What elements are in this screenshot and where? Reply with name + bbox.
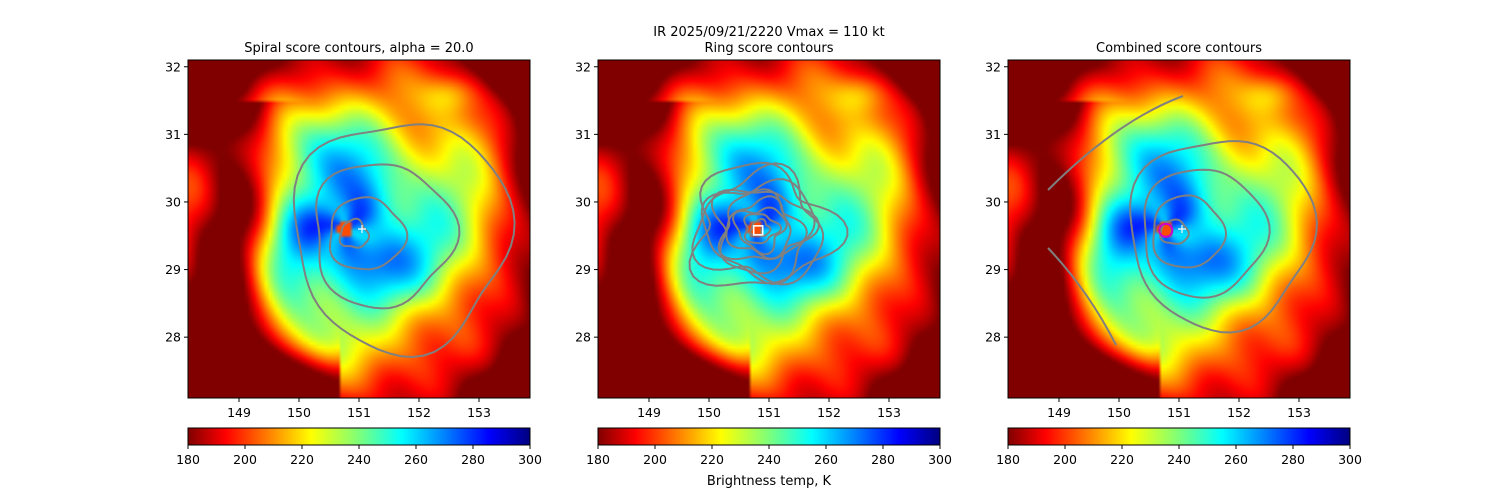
y-tick-label: 28 bbox=[575, 330, 591, 345]
panel-title: Spiral score contours, alpha = 20.0 bbox=[244, 41, 473, 56]
contour-line bbox=[1047, 247, 1117, 346]
colorbar-tick-label: 260 bbox=[404, 452, 428, 467]
x-tick-label: 152 bbox=[817, 405, 841, 420]
colorbar-tick-label: 300 bbox=[1338, 452, 1362, 467]
panel-title: Combined score contours bbox=[1096, 41, 1262, 56]
contour-line bbox=[717, 188, 808, 261]
y-tick-label: 29 bbox=[165, 262, 181, 277]
x-tick-label: 153 bbox=[467, 405, 491, 420]
x-tick-label: 151 bbox=[757, 405, 781, 420]
y-tick-label: 30 bbox=[985, 194, 1001, 209]
colorbar-tick-label: 280 bbox=[461, 452, 485, 467]
colorbar-tick-label: 240 bbox=[757, 452, 781, 467]
y-tick-label: 28 bbox=[985, 330, 1001, 345]
x-tick-label: 152 bbox=[1227, 405, 1251, 420]
panel-spiral: Spiral score contours, alpha = 20.0 149 15… bbox=[165, 41, 542, 467]
x-tick-label: 153 bbox=[877, 405, 901, 420]
colorbar-tick-label: 280 bbox=[871, 452, 895, 467]
contour-line bbox=[338, 217, 371, 249]
x-tick-label: 149 bbox=[637, 405, 661, 420]
score-contours bbox=[1047, 95, 1318, 346]
y-tick-label: 31 bbox=[575, 127, 591, 142]
panel-ring: Ring score contours 149 150 151 152 153 28 29 30… bbox=[575, 41, 952, 467]
center-marker-square bbox=[752, 225, 764, 236]
y-tick-label: 32 bbox=[165, 59, 181, 74]
contour-line bbox=[731, 206, 788, 256]
y-tick-label: 32 bbox=[985, 59, 1001, 74]
x-tick-label: 149 bbox=[227, 405, 251, 420]
y-tick-label: 31 bbox=[985, 127, 1001, 142]
colorbar-tick-label: 240 bbox=[347, 452, 371, 467]
panel-combined: Combined score contours 149 150 151 152 153 28… bbox=[985, 41, 1362, 467]
colorbar-tick-label: 300 bbox=[928, 452, 952, 467]
x-tick-label: 151 bbox=[347, 405, 371, 420]
y-tick-label: 29 bbox=[985, 262, 1001, 277]
colorbar-tick-label: 300 bbox=[518, 452, 542, 467]
score-contours bbox=[292, 123, 516, 359]
y-tick-label: 32 bbox=[575, 59, 591, 74]
contour-line bbox=[1129, 140, 1318, 334]
x-tick-label: 151 bbox=[1167, 405, 1191, 420]
colorbar-tick-label: 200 bbox=[643, 452, 667, 467]
best-track-plus-marker bbox=[1178, 225, 1186, 233]
contour-line bbox=[1159, 218, 1190, 245]
colorbar-label: Brightness temp, K bbox=[707, 474, 832, 489]
colorbar-tick-label: 280 bbox=[1281, 452, 1305, 467]
x-tick-label: 153 bbox=[1287, 405, 1311, 420]
contour-line bbox=[688, 161, 849, 287]
x-tick-label: 149 bbox=[1047, 405, 1071, 420]
colorbar bbox=[597, 427, 941, 446]
figure-suptitle: IR 2025/09/21/2220 Vmax = 110 kt bbox=[653, 25, 884, 40]
colorbar-tick-label: 180 bbox=[996, 452, 1020, 467]
colorbar-tick-label: 220 bbox=[700, 452, 724, 467]
x-tick-label: 150 bbox=[287, 405, 311, 420]
contour-line bbox=[1152, 194, 1228, 269]
contour-line bbox=[743, 213, 783, 245]
y-tick-label: 30 bbox=[575, 194, 591, 209]
brightness-temp-heatmap bbox=[598, 60, 940, 398]
x-tick-label: 150 bbox=[697, 405, 721, 420]
colorbar-tick-label: 220 bbox=[290, 452, 314, 467]
colorbar-tick-label: 180 bbox=[176, 452, 200, 467]
colorbar-tick-label: 200 bbox=[233, 452, 257, 467]
best-track-plus-marker bbox=[358, 225, 366, 233]
x-tick-label: 150 bbox=[1107, 405, 1131, 420]
y-tick-label: 29 bbox=[575, 262, 591, 277]
y-tick-label: 28 bbox=[165, 330, 181, 345]
colorbar-tick-label: 260 bbox=[814, 452, 838, 467]
contour-line bbox=[315, 163, 461, 310]
colorbar-tick-label: 260 bbox=[1224, 452, 1248, 467]
contour-line bbox=[691, 162, 825, 286]
contour-line bbox=[1143, 168, 1271, 299]
x-tick-label: 152 bbox=[407, 405, 431, 420]
colorbar-tick-label: 220 bbox=[1110, 452, 1134, 467]
contour-line bbox=[292, 123, 516, 359]
panel-title: Ring score contours bbox=[704, 41, 833, 56]
colorbar bbox=[1007, 427, 1351, 446]
score-contours bbox=[688, 161, 849, 287]
center-marker-circle bbox=[1158, 222, 1174, 238]
colorbar-tick-label: 200 bbox=[1053, 452, 1077, 467]
colorbar-tick-label: 240 bbox=[1167, 452, 1191, 467]
contour-line bbox=[329, 196, 409, 271]
y-tick-label: 30 bbox=[165, 194, 181, 209]
colorbar-tick-label: 180 bbox=[586, 452, 610, 467]
contour-line bbox=[710, 188, 820, 275]
y-tick-label: 31 bbox=[165, 127, 181, 142]
colorbar bbox=[187, 427, 531, 446]
contour-line bbox=[1047, 95, 1184, 191]
contour-line bbox=[749, 218, 772, 238]
